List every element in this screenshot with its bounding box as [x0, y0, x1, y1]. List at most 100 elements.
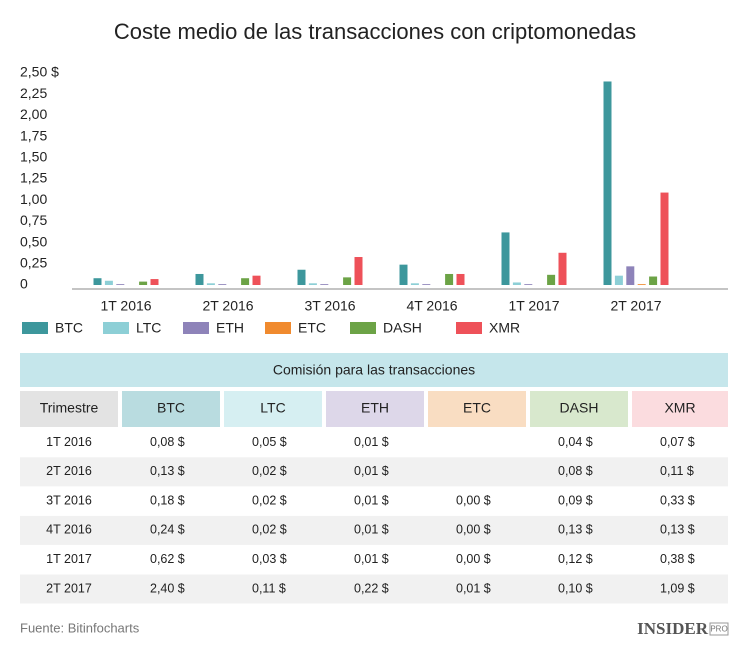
row-label: 1T 2017: [46, 552, 92, 566]
header-cell: [326, 391, 424, 427]
bar: [660, 192, 669, 285]
cell-value: 0,01 $: [456, 581, 491, 595]
cell-value: 0,07 $: [660, 435, 695, 449]
cell-value: 0,10 $: [558, 581, 593, 595]
cell-value: 2,40 $: [150, 581, 185, 595]
bar: [116, 284, 125, 285]
cell-value: 0,22 $: [354, 581, 389, 595]
row-label: 1T 2016: [46, 435, 92, 449]
cell-value: 0,11 $: [660, 464, 694, 478]
x-tick-label: 2T 2016: [202, 298, 253, 314]
bar: [445, 273, 454, 285]
bar: [308, 283, 317, 285]
bar: [422, 284, 431, 285]
bar: [547, 274, 556, 285]
row-bg: [20, 574, 728, 604]
bar: [241, 278, 250, 285]
bar: [614, 275, 623, 285]
bar: [354, 257, 363, 285]
bar: [637, 284, 646, 285]
bar: [206, 283, 215, 285]
cell-value: 0,01 $: [354, 552, 389, 566]
bar: [399, 264, 408, 285]
cell-value: 0,08 $: [150, 435, 185, 449]
cell-value: 0,12 $: [558, 552, 593, 566]
cell-value: 0,01 $: [354, 523, 389, 537]
legend-swatch: [103, 322, 129, 334]
header-cell: [428, 391, 526, 427]
x-tick-label: 4T 2016: [406, 298, 457, 314]
bar: [218, 284, 227, 285]
cell-value: 0,13 $: [150, 464, 185, 478]
cell-value: 0,02 $: [252, 493, 287, 507]
header-label: BTC: [157, 400, 185, 416]
cell-value: 0,33 $: [660, 493, 695, 507]
y-tick-label: 0,25: [20, 255, 47, 271]
row-bg: [20, 515, 728, 545]
cell-value: 0,62 $: [150, 552, 185, 566]
cell-value: 0,09 $: [558, 493, 593, 507]
bar: [512, 282, 521, 285]
y-tick-label: 1,75: [20, 127, 47, 143]
legend-swatch: [350, 322, 376, 334]
bar: [195, 273, 204, 285]
bar: [558, 252, 567, 285]
cell-value: 0,13 $: [660, 523, 695, 537]
header-cell: [20, 391, 118, 427]
legend-label: LTC: [136, 320, 161, 336]
logo-badge: PRO: [710, 625, 727, 634]
legend-label: DASH: [383, 320, 422, 336]
y-tick-label: 2,00: [20, 106, 47, 122]
bar: [649, 276, 658, 285]
bar: [603, 81, 612, 285]
header-label: DASH: [560, 400, 599, 416]
cell-value: 0,11 $: [252, 581, 286, 595]
bar: [524, 284, 533, 285]
cell-value: 0,08 $: [558, 464, 593, 478]
header-label: Trimestre: [40, 400, 99, 416]
bar: [104, 280, 113, 285]
cell-value: 0,03 $: [252, 552, 287, 566]
legend-label: ETH: [216, 320, 244, 336]
y-tick-label: 0,75: [20, 212, 47, 228]
bar: [320, 284, 329, 285]
row-label: 2T 2017: [46, 581, 92, 595]
cell-value: 0,13 $: [558, 523, 593, 537]
table-title-bg: [20, 353, 728, 387]
legend-label: XMR: [489, 320, 520, 336]
header-label: LTC: [260, 400, 285, 416]
cell-value: 0,18 $: [150, 493, 185, 507]
y-tick-label: 2,50 $: [20, 64, 59, 80]
cell-value: 0,05 $: [252, 435, 287, 449]
cell-value: 0,02 $: [252, 523, 287, 537]
legend-swatch: [265, 322, 291, 334]
header-cell: [122, 391, 220, 427]
cell-value: 0,00 $: [456, 523, 491, 537]
table-title: Comisión para las transacciones: [273, 362, 475, 378]
bar: [626, 266, 635, 285]
x-tick-label: 1T 2017: [508, 298, 559, 314]
bar: [456, 273, 465, 285]
header-cell: [530, 391, 628, 427]
header-label: XMR: [664, 400, 695, 416]
header-cell: [632, 391, 728, 427]
chart-title: Coste medio de las transacciones con cri…: [114, 19, 636, 44]
row-label: 3T 2016: [46, 493, 92, 507]
bar: [93, 278, 102, 285]
cell-value: 0,01 $: [354, 435, 389, 449]
header-label: ETH: [361, 400, 389, 416]
cell-value: 0,38 $: [660, 552, 695, 566]
legend-swatch: [183, 322, 209, 334]
header-label: ETC: [463, 400, 491, 416]
legend-label: ETC: [298, 320, 326, 336]
x-tick-label: 1T 2016: [100, 298, 151, 314]
y-tick-label: 2,25: [20, 85, 47, 101]
legend-swatch: [22, 322, 48, 334]
y-tick-label: 0: [20, 276, 28, 292]
bar: [410, 283, 419, 285]
x-tick-label: 3T 2016: [304, 298, 355, 314]
legend-swatch: [456, 322, 482, 334]
logo-badge-box: [709, 622, 729, 636]
